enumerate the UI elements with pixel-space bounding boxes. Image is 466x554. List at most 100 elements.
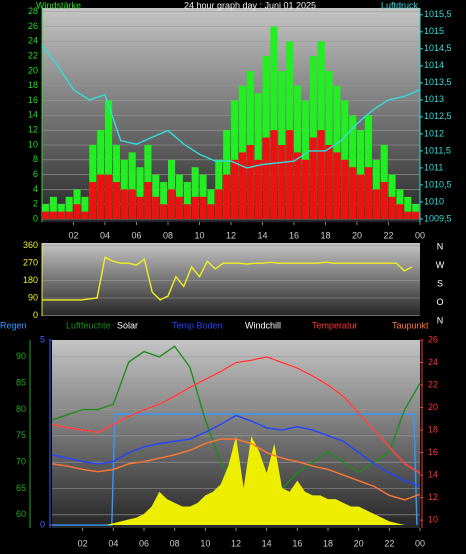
- bar: [191, 196, 199, 220]
- x-tick-label: 06: [131, 230, 141, 240]
- y-tick-label: 90: [28, 292, 38, 302]
- x-tick-label: 04: [100, 230, 110, 240]
- x-tick-label: 02: [68, 230, 78, 240]
- bar: [207, 204, 215, 220]
- bar: [120, 189, 128, 220]
- x-tick-label: 16: [292, 538, 302, 548]
- bar: [65, 196, 73, 220]
- y2-tick-label: 1012,5: [424, 111, 452, 121]
- bar: [49, 196, 57, 220]
- bar: [57, 211, 65, 220]
- bar: [254, 93, 262, 220]
- x-tick-label: 18: [323, 538, 333, 548]
- y2-tick-label: 1015: [424, 26, 444, 36]
- x-tick-label: 12: [231, 538, 241, 548]
- bar: [144, 182, 152, 220]
- bar: [97, 174, 105, 220]
- bar: [215, 189, 223, 220]
- y3-tick-label: 0: [40, 519, 45, 529]
- legend-entry: Temperatur: [312, 320, 358, 330]
- y3-tick-label: 5: [40, 334, 45, 344]
- x-tick-label: 08: [170, 538, 180, 548]
- y-tick-label: 80: [16, 404, 26, 414]
- bar: [168, 159, 176, 220]
- y-tick-label: 12: [28, 125, 38, 135]
- bar: [238, 152, 246, 220]
- y-tick-label: 18: [28, 80, 38, 90]
- series-line: [41, 44, 421, 169]
- bar: [65, 211, 73, 220]
- y2-tick-label: 26: [428, 334, 438, 344]
- bar: [309, 137, 317, 220]
- bar: [136, 167, 144, 220]
- compass-label: S: [437, 278, 443, 288]
- bar: [231, 159, 239, 220]
- bar: [73, 189, 81, 220]
- bar: [412, 211, 420, 220]
- y-tick-label: 90: [16, 351, 26, 361]
- x-tick-label: 14: [257, 230, 267, 240]
- y-tick-label: 14: [28, 110, 38, 120]
- bar: [270, 26, 278, 220]
- bar: [325, 144, 333, 220]
- y2-tick-label: 1010,5: [424, 179, 452, 189]
- y-tick-label: 20: [28, 65, 38, 75]
- bar: [160, 204, 168, 220]
- x-tick-label: 08: [163, 230, 173, 240]
- y2-tick-label: 20: [428, 402, 438, 412]
- bar: [128, 189, 136, 220]
- y2-tick-label: 1011: [424, 162, 443, 172]
- x-tick-label: 02: [78, 538, 88, 548]
- compass-label: N: [437, 315, 444, 325]
- y-tick-label: 6: [33, 169, 38, 179]
- y2-tick-label: 1013: [424, 94, 444, 104]
- bar: [286, 130, 294, 220]
- y-tick-label: 26: [28, 21, 38, 31]
- y-tick-label: 28: [28, 6, 38, 16]
- bar: [49, 211, 57, 220]
- compass-label: O: [436, 297, 443, 307]
- bar: [388, 196, 396, 220]
- bar: [105, 100, 113, 220]
- bar: [207, 189, 215, 220]
- bar: [183, 182, 191, 220]
- series-line: [52, 413, 418, 526]
- bar: [317, 130, 325, 220]
- bar: [152, 174, 160, 220]
- y2-tick-label: 1012: [424, 128, 444, 138]
- series-line: [51, 414, 421, 488]
- bar: [246, 144, 254, 220]
- x-tick-label: 04: [108, 538, 118, 548]
- y2-tick-label: 1014,5: [424, 43, 452, 53]
- y2-tick-label: 1011,5: [424, 145, 451, 155]
- bar: [396, 204, 404, 220]
- y-tick-label: 270: [23, 258, 38, 268]
- y2-tick-label: 14: [428, 469, 438, 479]
- bar: [396, 189, 404, 220]
- bar: [89, 182, 97, 220]
- bar: [175, 196, 183, 220]
- bar: [160, 182, 168, 220]
- y-tick-label: 75: [16, 430, 26, 440]
- series-line: [51, 438, 421, 501]
- x-tick-label: 18: [320, 230, 330, 240]
- x-tick-label: 10: [194, 230, 204, 240]
- bar: [364, 167, 372, 220]
- bar: [372, 189, 380, 220]
- bar: [112, 182, 120, 220]
- bar: [223, 174, 231, 220]
- x-tick-label: 14: [262, 538, 272, 548]
- y-tick-label: 2: [33, 199, 38, 209]
- legend-entry: Windchill: [245, 320, 281, 330]
- bar: [254, 159, 262, 220]
- legend-entry: Solar: [117, 320, 138, 330]
- legend-entry: Regen: [0, 320, 27, 330]
- y2-tick-label: 22: [428, 379, 438, 389]
- y-axis-label: Windstärke: [36, 0, 81, 10]
- x-tick-label: 20: [354, 538, 364, 548]
- legend-entry: Luftfeuchte: [66, 320, 111, 330]
- series-line: [42, 256, 413, 301]
- bar: [380, 182, 388, 220]
- bar: [81, 211, 89, 220]
- y-tick-label: 70: [16, 457, 26, 467]
